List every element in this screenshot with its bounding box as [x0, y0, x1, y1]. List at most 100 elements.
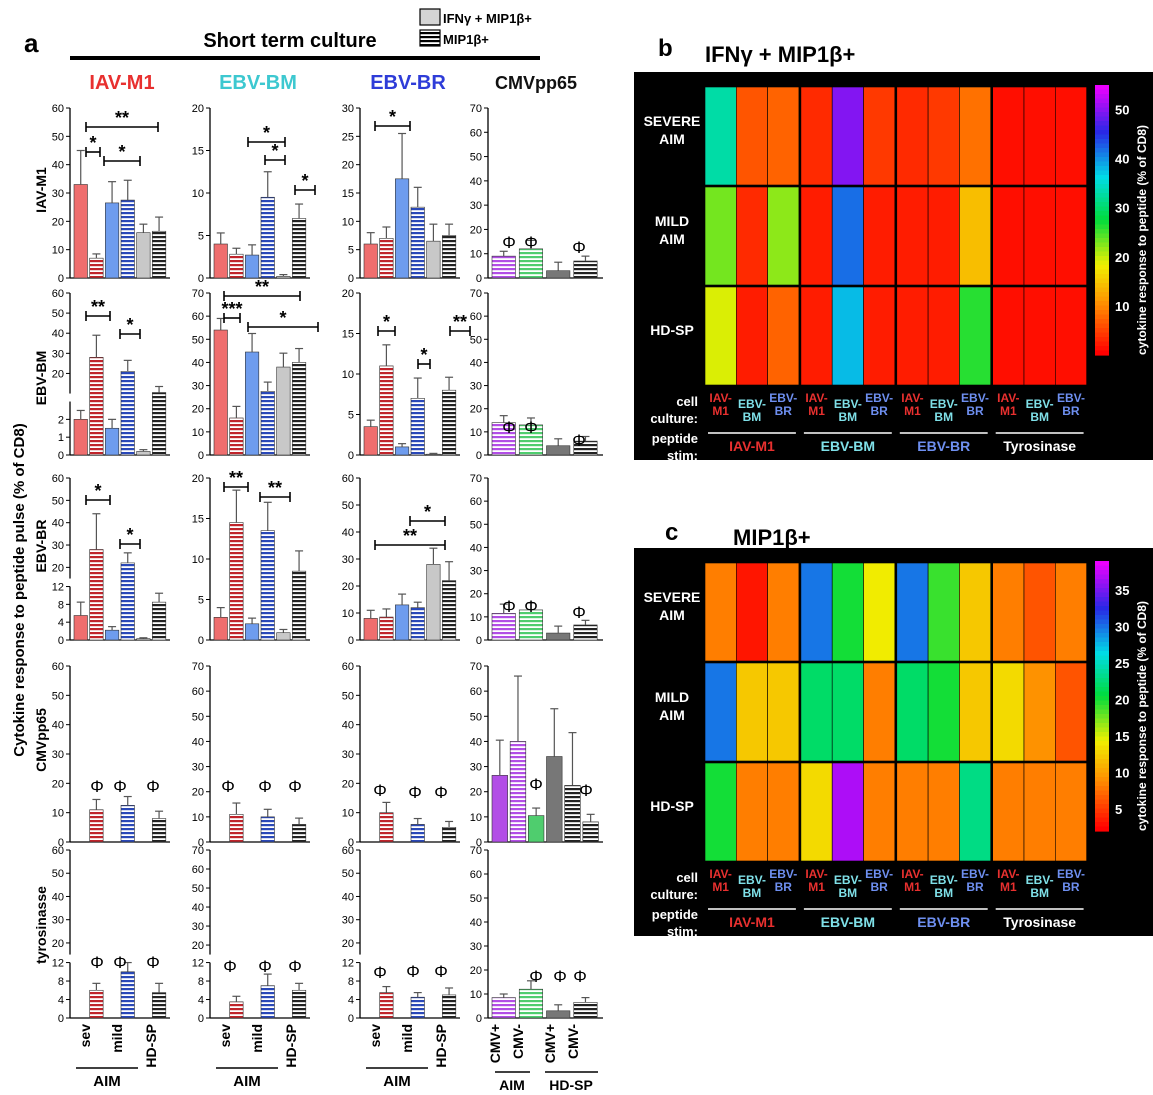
phi-symbol: Φ: [373, 781, 387, 800]
bar: [442, 235, 457, 279]
heatmap-cell: [959, 562, 992, 662]
bar-panel-1-2: 0 5 10 15 20: [342, 288, 460, 462]
sig-stars: *: [301, 171, 308, 191]
colorbar-step: [1095, 696, 1109, 702]
culture-label: M1: [712, 880, 729, 894]
colorbar-step: [1095, 107, 1109, 113]
heatmap-cell: [800, 662, 833, 762]
heatmap-cell: [863, 186, 896, 286]
culture-label: M1: [904, 404, 921, 418]
panel-b-title: IFNγ + MIP1β+: [705, 42, 855, 67]
bar: [152, 992, 167, 1019]
y-tick-label: 10: [470, 249, 482, 261]
bar: [410, 397, 425, 456]
colorbar-step: [1095, 610, 1109, 616]
colorbar-step: [1095, 305, 1109, 311]
heatmap-cell: [704, 286, 737, 386]
y-tick-label: 0: [476, 273, 482, 285]
y-tick-label: 20: [192, 473, 204, 485]
colorbar-step: [1095, 337, 1109, 343]
culture-label: IAV-: [805, 867, 827, 881]
y-tick-label: 8: [58, 976, 64, 988]
heatmap-cell: [800, 86, 833, 186]
sig-stars: **: [229, 468, 243, 488]
bar: [136, 232, 151, 279]
colorbar-step: [1095, 323, 1109, 329]
bar: [120, 371, 135, 456]
bar: [229, 417, 244, 456]
bar-panel-4-2: 0 4 8 12 20 30 40 50 60: [342, 845, 460, 1025]
y-tick-label: 30: [52, 188, 64, 200]
row-label-ebvbm: EBV-BM: [33, 351, 49, 405]
heatmap-cell: [992, 286, 1025, 386]
row-label-tyr: tyrosinasse: [33, 886, 49, 964]
bar-panel-3-0: 0 10 20 30 40 50 60: [52, 661, 170, 849]
peptide-stim-label: stim:: [667, 924, 698, 939]
heatmap-cell: [927, 762, 960, 862]
bar: [426, 453, 441, 456]
cell-culture-label: culture:: [650, 411, 698, 426]
heatmap-cell: [992, 562, 1025, 662]
y-tick-label: 60: [52, 473, 64, 485]
colorbar-step: [1095, 705, 1109, 711]
y-tick-label: 40: [52, 328, 64, 340]
col-title-ebvbm: EBV-BM: [219, 72, 297, 94]
sig-stars: *: [271, 141, 278, 161]
heatmap-cell: [896, 562, 929, 662]
colorbar-step: [1095, 732, 1109, 738]
y-tick-label: 30: [342, 554, 354, 566]
y-tick-label: 20: [52, 216, 64, 228]
y-tick-label: 70: [192, 845, 204, 857]
phi-symbol: Φ: [553, 967, 567, 986]
y-tick-label: 10: [470, 427, 482, 439]
colorbar-step: [1095, 130, 1109, 136]
sig-stars: *: [118, 142, 125, 162]
phi-symbol: Φ: [223, 957, 237, 976]
bar: [229, 1001, 244, 1019]
colorbar-tick: 25: [1115, 656, 1129, 671]
y-tick-label: 20: [52, 368, 64, 380]
bar: [379, 365, 394, 456]
y-tick-label: 60: [192, 686, 204, 698]
y-tick-label: 5: [198, 595, 204, 607]
bar: [120, 805, 135, 843]
bar: [491, 775, 508, 843]
y-tick-label: 50: [192, 334, 204, 346]
peptide-stim-label: stim:: [667, 448, 698, 463]
colorbar-step: [1095, 161, 1109, 167]
bar: [410, 996, 425, 1019]
y-tick-label: 10: [470, 989, 482, 1001]
y-tick-label: 4: [58, 617, 64, 629]
colorbar-step: [1095, 139, 1109, 145]
sig-stars: *: [94, 481, 101, 501]
y-tick-label: 50: [52, 308, 64, 320]
heatmap-cell: [704, 762, 737, 862]
heatmap-cell: [896, 762, 929, 862]
y-tick-label: 10: [192, 812, 204, 824]
bar: [379, 238, 394, 279]
y-tick-label: 0: [348, 273, 354, 285]
colorbar-step: [1095, 655, 1109, 661]
y-tick-label: 0: [348, 1013, 354, 1025]
bar: [89, 809, 104, 843]
colorbar-tick: 40: [1115, 152, 1129, 167]
y-tick-label: 50: [470, 334, 482, 346]
bar: [229, 253, 244, 279]
y-tick-label: 30: [342, 749, 354, 761]
y-tick-label: 40: [470, 357, 482, 369]
bar: [363, 426, 378, 456]
y-tick-label: 0: [476, 450, 482, 462]
phi-symbol: Φ: [406, 962, 420, 981]
y-tick-label: 15: [192, 514, 204, 526]
heatmap-row-label: AIM: [659, 231, 685, 247]
y-tick-label: 30: [52, 540, 64, 552]
sig-stars: *: [279, 308, 286, 328]
y-tick-label: 15: [342, 188, 354, 200]
colorbar-tick: 15: [1115, 729, 1129, 744]
y-tick-label: 20: [192, 103, 204, 115]
x-label-sev: sev: [217, 1024, 233, 1048]
y-tick-label: 4: [348, 995, 354, 1007]
y-tick-label: 30: [192, 762, 204, 774]
bar: [582, 821, 599, 843]
peptide-label: EBV-BR: [917, 914, 970, 930]
